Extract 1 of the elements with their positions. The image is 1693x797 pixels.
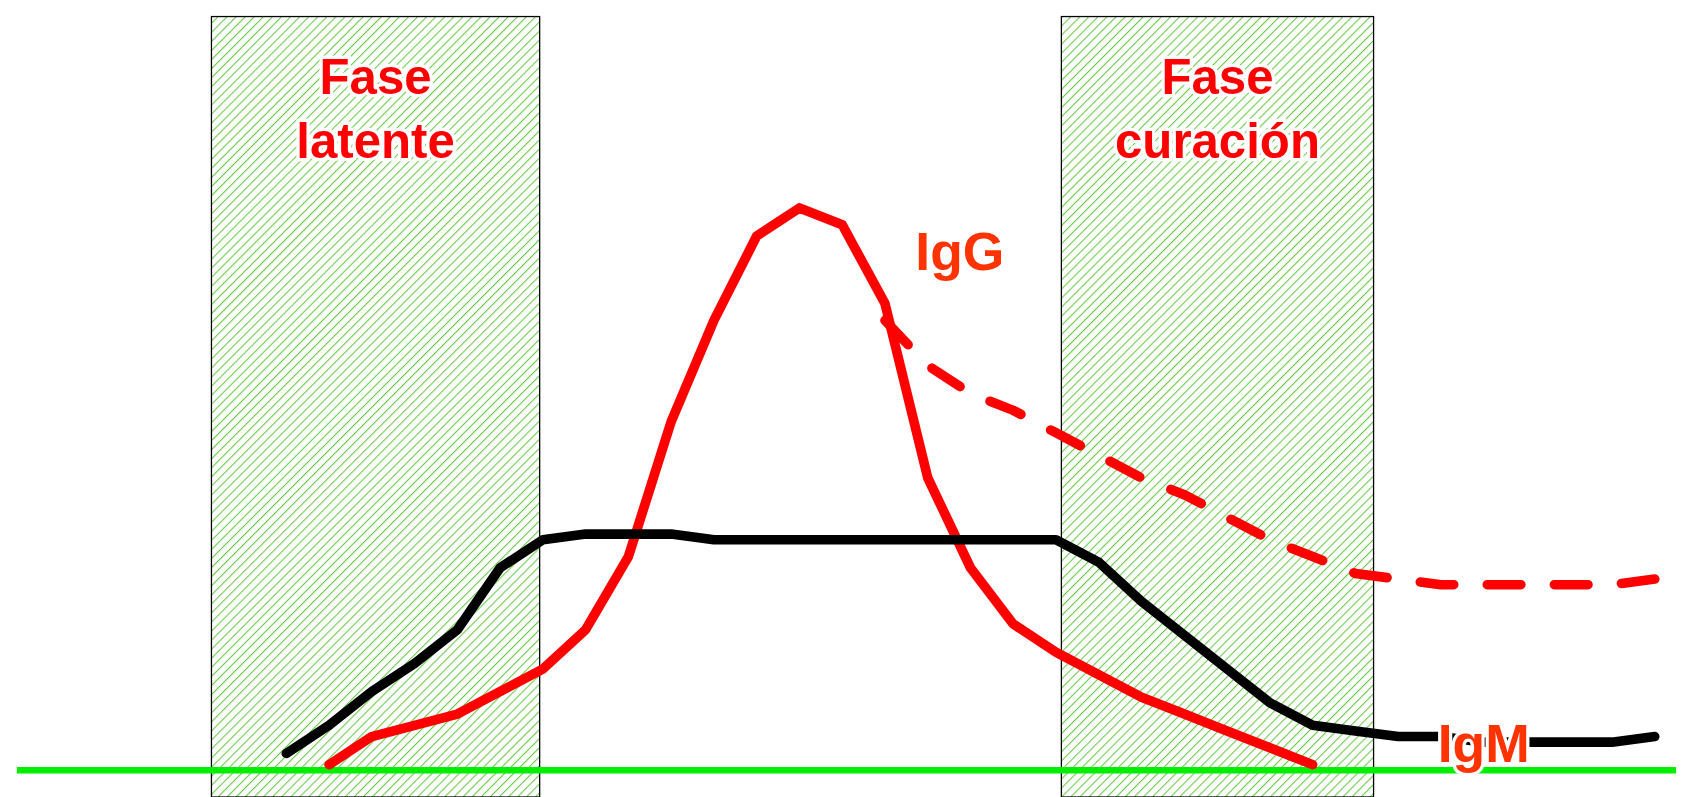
series-label: IgG — [915, 221, 1005, 281]
